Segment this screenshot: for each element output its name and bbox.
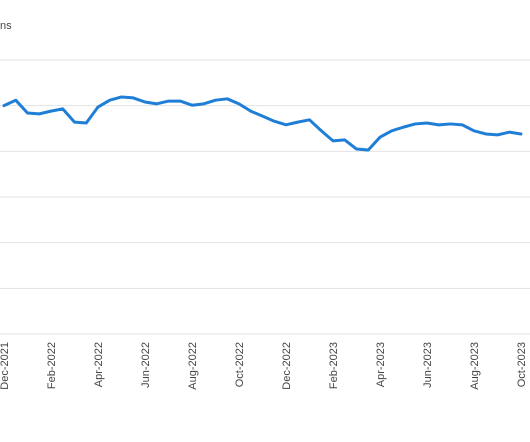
x-tick-label: Dec-2021	[0, 342, 11, 390]
x-tick-label: Jun-2023	[422, 342, 434, 388]
x-tick-label: Jun-2022	[140, 342, 152, 388]
x-tick-label: Oct-2023	[516, 342, 528, 387]
x-tick-label: Oct-2022	[234, 342, 246, 387]
x-tick-label: Dec-2022	[281, 342, 293, 390]
x-tick-label: Aug-2022	[187, 342, 199, 390]
y-axis-label: ns	[0, 20, 12, 32]
x-tick-label: Feb-2023	[328, 342, 340, 389]
x-tick-label: Apr-2022	[93, 342, 105, 387]
x-tick-label: Aug-2023	[469, 342, 481, 390]
x-tick-label: Feb-2022	[46, 342, 58, 389]
line	[2, 95, 523, 152]
x-tick-label: Apr-2023	[375, 342, 387, 387]
